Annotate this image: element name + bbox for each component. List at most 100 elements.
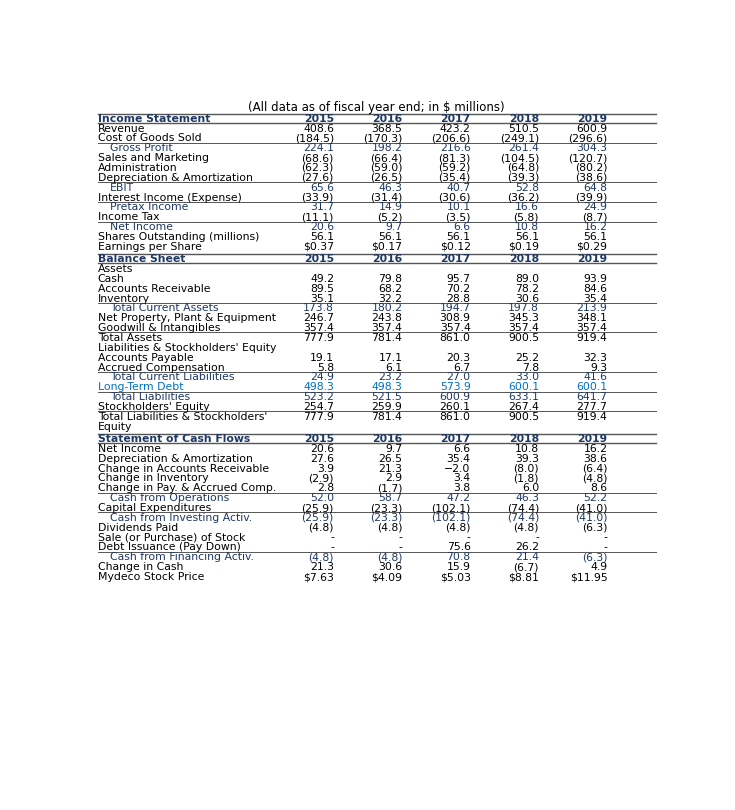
Text: 35.4: 35.4 <box>584 293 607 304</box>
Text: 6.6: 6.6 <box>453 222 470 232</box>
Text: 2019: 2019 <box>577 434 607 444</box>
Text: 224.1: 224.1 <box>303 143 334 153</box>
Text: 89.5: 89.5 <box>310 284 334 294</box>
Text: 277.7: 277.7 <box>576 402 607 412</box>
Text: 41.6: 41.6 <box>584 373 607 382</box>
Text: 919.4: 919.4 <box>576 411 607 422</box>
Text: 900.5: 900.5 <box>508 333 539 343</box>
Text: 2016: 2016 <box>372 434 402 444</box>
Text: 30.6: 30.6 <box>379 562 402 572</box>
Text: 2.8: 2.8 <box>317 484 334 493</box>
Text: Cash from Operations: Cash from Operations <box>110 493 229 503</box>
Text: (6.3): (6.3) <box>582 552 607 562</box>
Text: 6.6: 6.6 <box>453 444 470 454</box>
Text: Debt Issuance (Pay Down): Debt Issuance (Pay Down) <box>98 543 240 552</box>
Text: (39.3): (39.3) <box>506 173 539 183</box>
Text: 9.3: 9.3 <box>590 363 607 373</box>
Text: 14.9: 14.9 <box>379 202 402 212</box>
Text: 408.6: 408.6 <box>303 124 334 134</box>
Text: Mydeco Stock Price: Mydeco Stock Price <box>98 572 204 582</box>
Text: 498.3: 498.3 <box>303 382 334 392</box>
Text: 600.1: 600.1 <box>508 382 539 392</box>
Text: 781.4: 781.4 <box>371 411 402 422</box>
Text: 28.8: 28.8 <box>447 293 470 304</box>
Text: 21.4: 21.4 <box>515 552 539 562</box>
Text: -: - <box>398 533 402 543</box>
Text: Depreciation & Amortization: Depreciation & Amortization <box>98 173 252 183</box>
Text: Shares Outstanding (millions): Shares Outstanding (millions) <box>98 232 259 242</box>
Text: Cost of Goods Sold: Cost of Goods Sold <box>98 134 201 143</box>
Text: 9.7: 9.7 <box>385 444 402 454</box>
Text: (38.6): (38.6) <box>575 173 607 183</box>
Text: 510.5: 510.5 <box>508 124 539 134</box>
Text: 56.1: 56.1 <box>515 232 539 242</box>
Text: (4.8): (4.8) <box>309 522 334 533</box>
Text: −2.0: −2.0 <box>444 463 470 474</box>
Text: (102.1): (102.1) <box>431 513 470 523</box>
Text: 2.9: 2.9 <box>385 474 402 484</box>
Text: 10.8: 10.8 <box>515 222 539 232</box>
Text: 84.6: 84.6 <box>584 284 607 294</box>
Text: (5.2): (5.2) <box>377 212 402 222</box>
Text: (8.7): (8.7) <box>582 212 607 222</box>
Text: (6.3): (6.3) <box>582 522 607 533</box>
Text: Income Statement: Income Statement <box>98 113 210 124</box>
Text: 23.2: 23.2 <box>379 373 402 382</box>
Text: 2019: 2019 <box>577 113 607 124</box>
Text: Interest Income (Expense): Interest Income (Expense) <box>98 193 241 202</box>
Text: 49.2: 49.2 <box>310 274 334 284</box>
Text: (184.5): (184.5) <box>295 134 334 143</box>
Text: 2016: 2016 <box>372 254 402 264</box>
Text: 46.3: 46.3 <box>515 493 539 503</box>
Text: Accrued Compensation: Accrued Compensation <box>98 363 224 373</box>
Text: 6.7: 6.7 <box>453 363 470 373</box>
Text: 357.4: 357.4 <box>440 323 470 333</box>
Text: 15.9: 15.9 <box>447 562 470 572</box>
Text: Inventory: Inventory <box>98 293 149 304</box>
Text: 633.1: 633.1 <box>508 392 539 402</box>
Text: 198.2: 198.2 <box>371 143 402 153</box>
Text: (25.9): (25.9) <box>301 503 334 513</box>
Text: 6.0: 6.0 <box>522 484 539 493</box>
Text: Total Assets: Total Assets <box>98 333 162 343</box>
Text: 2017: 2017 <box>440 113 470 124</box>
Text: 56.1: 56.1 <box>379 232 402 242</box>
Text: 20.6: 20.6 <box>310 444 334 454</box>
Text: $0.29: $0.29 <box>576 242 607 252</box>
Text: 35.1: 35.1 <box>310 293 334 304</box>
Text: Revenue: Revenue <box>98 124 145 134</box>
Text: 79.8: 79.8 <box>379 274 402 284</box>
Text: 26.2: 26.2 <box>515 543 539 552</box>
Text: 52.2: 52.2 <box>584 493 607 503</box>
Text: 2016: 2016 <box>372 113 402 124</box>
Text: 56.1: 56.1 <box>310 232 334 242</box>
Text: 861.0: 861.0 <box>440 411 470 422</box>
Text: 39.3: 39.3 <box>515 454 539 464</box>
Text: 2015: 2015 <box>304 434 334 444</box>
Text: (64.8): (64.8) <box>506 163 539 173</box>
Text: 259.9: 259.9 <box>371 402 402 412</box>
Text: 348.1: 348.1 <box>576 313 607 323</box>
Text: 368.5: 368.5 <box>371 124 402 134</box>
Text: -: - <box>330 533 334 543</box>
Text: $4.09: $4.09 <box>371 572 402 582</box>
Text: (102.1): (102.1) <box>431 503 470 513</box>
Text: (66.4): (66.4) <box>370 153 402 163</box>
Text: 2015: 2015 <box>304 254 334 264</box>
Text: 600.9: 600.9 <box>576 124 607 134</box>
Text: Assets: Assets <box>98 264 133 274</box>
Text: 47.2: 47.2 <box>447 493 470 503</box>
Text: 521.5: 521.5 <box>371 392 402 402</box>
Text: 641.7: 641.7 <box>576 392 607 402</box>
Text: 345.3: 345.3 <box>508 313 539 323</box>
Text: 194.7: 194.7 <box>440 304 470 313</box>
Text: EBIT: EBIT <box>110 183 135 193</box>
Text: 357.4: 357.4 <box>508 323 539 333</box>
Text: 16.2: 16.2 <box>584 222 607 232</box>
Text: 31.7: 31.7 <box>310 202 334 212</box>
Text: 2018: 2018 <box>509 434 539 444</box>
Text: (23.3): (23.3) <box>370 503 402 513</box>
Text: 8.6: 8.6 <box>590 484 607 493</box>
Text: -: - <box>467 533 470 543</box>
Text: (4.8): (4.8) <box>309 552 334 562</box>
